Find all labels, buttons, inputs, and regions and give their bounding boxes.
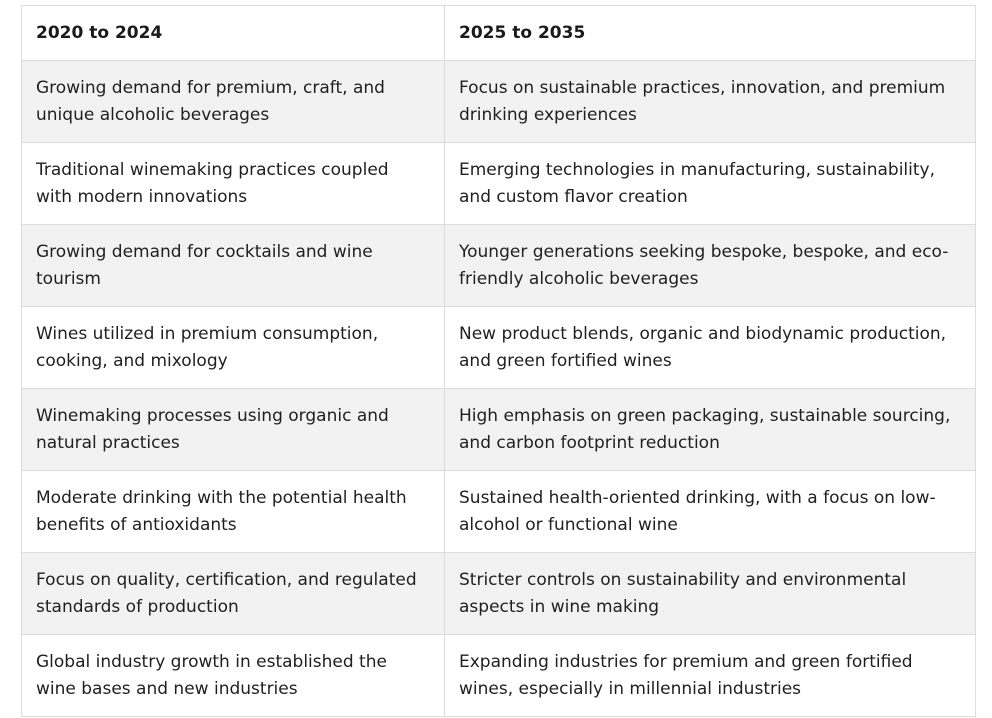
table-row: Wines utilized in premium consumption, c… [21,306,976,389]
comparison-table: 2020 to 2024 2025 to 2035 Growing demand… [21,5,976,717]
header-period-2020-2024: 2020 to 2024 [21,5,445,61]
cell-2025-2035: Stricter controls on sustainability and … [444,552,976,635]
cell-2025-2035: High emphasis on green packaging, sustai… [444,388,976,471]
table-row: Global industry growth in established th… [21,634,976,717]
cell-2020-2024: Moderate drinking with the potential hea… [21,470,445,553]
header-row: 2020 to 2024 2025 to 2035 [21,5,976,61]
cell-2020-2024: Global industry growth in established th… [21,634,445,717]
cell-2020-2024: Focus on quality, certification, and reg… [21,552,445,635]
cell-2025-2035: Younger generations seeking bespoke, bes… [444,224,976,307]
table-row: Moderate drinking with the potential hea… [21,470,976,553]
table-header: 2020 to 2024 2025 to 2035 [21,5,976,61]
cell-2025-2035: Focus on sustainable practices, innovati… [444,60,976,143]
cell-2020-2024: Winemaking processes using organic and n… [21,388,445,471]
table-body: Growing demand for premium, craft, and u… [21,60,976,717]
table-row: Focus on quality, certification, and reg… [21,552,976,635]
cell-2025-2035: Expanding industries for premium and gre… [444,634,976,717]
cell-2025-2035: Sustained health-oriented drinking, with… [444,470,976,553]
table-row: Growing demand for premium, craft, and u… [21,60,976,143]
cell-2020-2024: Growing demand for cocktails and wine to… [21,224,445,307]
cell-2020-2024: Wines utilized in premium consumption, c… [21,306,445,389]
cell-2020-2024: Traditional winemaking practices coupled… [21,142,445,225]
table-row: Traditional winemaking practices coupled… [21,142,976,225]
table-row: Winemaking processes using organic and n… [21,388,976,471]
table-row: Growing demand for cocktails and wine to… [21,224,976,307]
header-period-2025-2035: 2025 to 2035 [444,5,976,61]
cell-2020-2024: Growing demand for premium, craft, and u… [21,60,445,143]
cell-2025-2035: New product blends, organic and biodynam… [444,306,976,389]
cell-2025-2035: Emerging technologies in manufacturing, … [444,142,976,225]
